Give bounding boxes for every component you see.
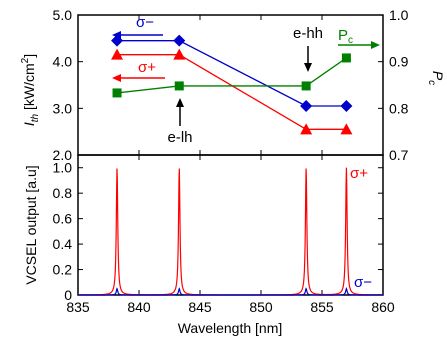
bottom-ytick-label: 0	[64, 287, 72, 303]
bottom-ylabel: VCSEL output [a.u]	[23, 165, 39, 284]
bottom-xlabel: Wavelength [nm]	[178, 320, 283, 336]
bottom-ytick-label: 0.8	[53, 185, 73, 201]
series-1-marker-1	[173, 48, 186, 60]
sigma-plus-arrowhead	[112, 74, 121, 82]
sigma-minus-annotation: σ−	[112, 14, 163, 39]
bottom-ytick-label: 0.6	[53, 211, 73, 227]
top-right-ytick-label: 0.7	[389, 147, 409, 163]
spectrum-1	[78, 286, 383, 296]
x-tick-label: 840	[127, 299, 151, 315]
bottom-sigma-plus-label: σ+	[350, 165, 368, 182]
pc-annotation: Pc	[338, 27, 380, 49]
sigma-plus-annotation: σ+	[112, 59, 165, 82]
x-tick-label: 860	[371, 299, 395, 315]
sigma-minus-label: σ−	[136, 14, 154, 31]
series-line-2	[116, 57, 347, 94]
top-left-ylabel: Ith [kW/cm2]	[20, 54, 41, 126]
top-left-ytick-label: 2.0	[53, 147, 73, 163]
bottom-ytick-label: 1.0	[53, 160, 73, 176]
x-tick-label: 855	[310, 299, 334, 315]
series-0-marker-2	[300, 100, 313, 112]
e-lh-annotation: e-lh	[167, 98, 193, 146]
series-2-marker-2	[301, 81, 311, 91]
sigma-plus-label: σ+	[138, 59, 156, 76]
series-1-marker-0	[111, 48, 124, 60]
e-lh-label: e-lh	[167, 129, 192, 146]
series-2-marker-3	[341, 53, 351, 63]
pc-arrowhead	[371, 41, 380, 49]
e-hh-arrowhead	[304, 63, 312, 72]
top-right-ytick-label: 0.8	[389, 100, 409, 116]
bottom-ytick-label: 0.4	[53, 236, 73, 252]
x-tick-label: 835	[66, 299, 90, 315]
series-0-marker-3	[340, 100, 353, 112]
bottom-ytick-label: 0.2	[53, 262, 73, 278]
bottom-sigma-minus-label: σ−	[354, 274, 372, 291]
series-2-marker-1	[174, 81, 184, 91]
series-line-0	[117, 40, 347, 107]
series-2-marker-0	[112, 88, 122, 98]
pc-label: Pc	[338, 27, 353, 46]
x-tick-label: 845	[188, 299, 212, 315]
bottom-panel-frame	[77, 154, 384, 296]
e-hh-annotation: e-hh	[293, 25, 323, 72]
top-left-ytick-label: 4.0	[53, 54, 73, 70]
series-1-marker-2	[300, 123, 313, 135]
series-1-marker-3	[340, 123, 353, 135]
spectrum-0	[78, 167, 383, 296]
top-left-ytick-label: 5.0	[53, 7, 73, 23]
e-hh-label: e-hh	[293, 25, 323, 42]
e-lh-arrowhead	[176, 98, 184, 107]
top-right-ytick-label: 1.0	[389, 7, 409, 23]
series-0-marker-1	[173, 34, 186, 47]
x-tick-label: 850	[249, 299, 273, 315]
top-left-ytick-label: 3.0	[53, 100, 73, 116]
top-right-ytick-label: 0.9	[389, 54, 409, 70]
top-right-ylabel: Pc	[426, 71, 446, 85]
sigma-minus-arrowhead	[112, 31, 121, 39]
series-line-1	[117, 54, 347, 130]
